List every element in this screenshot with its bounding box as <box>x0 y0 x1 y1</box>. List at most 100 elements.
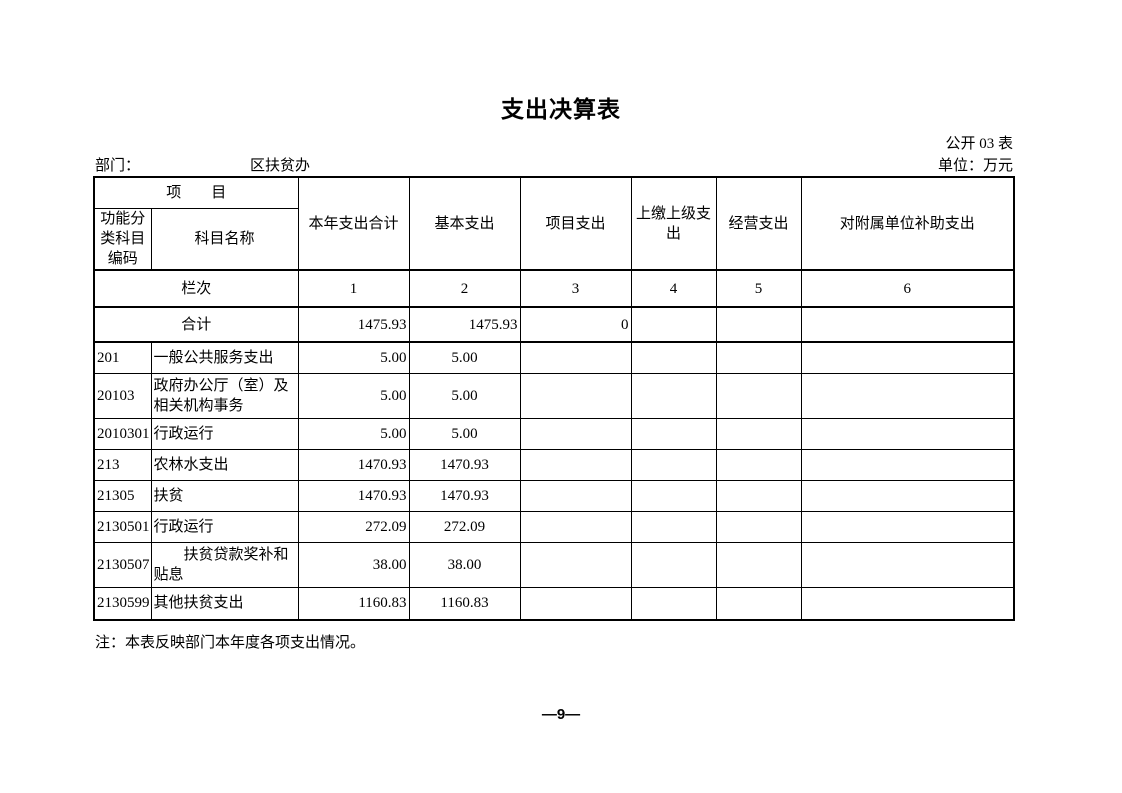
cell-subject-name: 行政运行 <box>150 417 299 450</box>
cell-operating <box>715 479 802 512</box>
table-row: 2010301 行政运行 5.00 5.00 <box>93 417 1015 450</box>
page-number: —9— <box>541 706 581 723</box>
table-row: 213 农林水支出 1470.93 1470.93 <box>93 448 1015 481</box>
cell-upper <box>630 479 717 512</box>
header-row-sub: 功能分类科目编码 科目名称 <box>93 207 1014 271</box>
cell-subsidy <box>800 510 1015 543</box>
cell-operating <box>715 417 802 450</box>
cell-code: 2010301 <box>93 417 152 450</box>
cell-subsidy <box>800 448 1015 481</box>
cell-subsidy <box>800 541 1015 588</box>
dept-value: 区扶贫办 <box>250 158 311 174</box>
dept-label: 部门： <box>95 158 141 174</box>
colindex-3: 3 <box>519 269 632 308</box>
cell-basic: 272.09 <box>408 510 521 543</box>
colindex-1: 1 <box>297 269 410 308</box>
cell-code: 213 <box>93 448 152 481</box>
cell-subsidy <box>800 372 1015 419</box>
cell-upper <box>630 448 717 481</box>
cell-total: 1470.93 <box>297 448 410 481</box>
cell-upper <box>630 341 717 374</box>
cell-upper <box>630 541 717 588</box>
table-row: 2130501 行政运行 272.09 272.09 <box>93 510 1015 543</box>
cell-total: 38.00 <box>297 541 410 588</box>
colindex-5: 5 <box>715 269 802 308</box>
cell-basic: 5.00 <box>408 372 521 419</box>
total-row: 合计 1475.93 1475.93 0 <box>93 306 1015 343</box>
cell-basic: 5.00 <box>408 417 521 450</box>
cell-subject-name: 行政运行 <box>150 510 299 543</box>
column-index-row: 栏次 1 2 3 4 5 6 <box>93 269 1015 308</box>
header-col-subsidy: 对附属单位补助支出 <box>800 176 1015 271</box>
cell-subject-name: 农林水支出 <box>150 448 299 481</box>
total-value-upper <box>630 306 717 343</box>
cell-basic: 1470.93 <box>408 448 521 481</box>
header-project: 项 目 <box>93 176 299 209</box>
cell-subsidy <box>800 479 1015 512</box>
colindex-6: 6 <box>800 269 1015 308</box>
cell-subsidy <box>800 341 1015 374</box>
total-value-operating <box>715 306 802 343</box>
colindex-4: 4 <box>630 269 717 308</box>
table-row: 2130507 扶贫贷款奖补和贴息 38.00 38.00 <box>93 541 1015 588</box>
total-value-subsidy <box>800 306 1015 343</box>
page-title: 支出决算表 <box>501 97 621 122</box>
cell-code: 2130599 <box>93 586 152 621</box>
cell-operating <box>715 341 802 374</box>
cell-operating <box>715 541 802 588</box>
cell-subject-name: 其他扶贫支出 <box>150 586 299 621</box>
cell-basic: 38.00 <box>408 541 521 588</box>
cell-total: 5.00 <box>297 372 410 419</box>
cell-upper <box>630 586 717 621</box>
cell-subsidy <box>800 586 1015 621</box>
table-row: 21305 扶贫 1470.93 1470.93 <box>93 479 1015 512</box>
cell-code: 2130501 <box>93 510 152 543</box>
footnote: 注：本表反映部门本年度各项支出情况。 <box>95 635 366 651</box>
cell-project <box>519 417 632 450</box>
colindex-label: 栏次 <box>93 269 299 308</box>
header-row-project: 项 目 本年支出合计 基本支出 项目支出 上缴上级支出 经营支出 对附属单位补助… <box>93 176 1015 271</box>
table-row: 2130599 其他扶贫支出 1160.83 1160.83 <box>93 586 1015 621</box>
expenditure-table: 项 目 本年支出合计 基本支出 项目支出 上缴上级支出 经营支出 对附属单位补助… <box>93 176 1016 621</box>
total-value-total: 1475.93 <box>297 306 410 343</box>
total-label: 合计 <box>93 306 299 343</box>
cell-code: 201 <box>93 341 152 374</box>
header-col-project-exp: 项目支出 <box>519 176 632 271</box>
header-col-basic: 基本支出 <box>408 176 521 271</box>
cell-subject-name: 扶贫贷款奖补和贴息 <box>150 541 299 588</box>
colindex-2: 2 <box>408 269 521 308</box>
cell-total: 5.00 <box>297 417 410 450</box>
cell-upper <box>630 372 717 419</box>
cell-code: 2130507 <box>93 541 152 588</box>
cell-code: 21305 <box>93 479 152 512</box>
cell-operating <box>715 586 802 621</box>
cell-project <box>519 510 632 543</box>
unit-label: 单位：万元 <box>937 158 1013 174</box>
cell-operating <box>715 448 802 481</box>
table-row: 201 一般公共服务支出 5.00 5.00 <box>93 341 1015 374</box>
cell-operating <box>715 372 802 419</box>
cell-subject-name: 扶贫 <box>150 479 299 512</box>
cell-project <box>519 586 632 621</box>
cell-total: 1470.93 <box>297 479 410 512</box>
cell-total: 272.09 <box>297 510 410 543</box>
sheet-code: 公开 03 表 <box>945 136 1013 152</box>
header-col-upper: 上缴上级支出 <box>630 176 717 271</box>
cell-subject-name: 一般公共服务支出 <box>150 341 299 374</box>
cell-upper <box>630 417 717 450</box>
cell-project <box>519 448 632 481</box>
cell-basic: 5.00 <box>408 341 521 374</box>
header-subject-name: 科目名称 <box>150 207 299 271</box>
header-code: 功能分类科目编码 <box>93 207 152 271</box>
cell-total: 5.00 <box>297 341 410 374</box>
total-value-basic: 1475.93 <box>408 306 521 343</box>
cell-project <box>519 479 632 512</box>
cell-operating <box>715 510 802 543</box>
cell-project <box>519 372 632 419</box>
cell-code: 20103 <box>93 372 152 419</box>
cell-total: 1160.83 <box>297 586 410 621</box>
cell-basic: 1160.83 <box>408 586 521 621</box>
total-value-project: 0 <box>519 306 632 343</box>
cell-upper <box>630 510 717 543</box>
